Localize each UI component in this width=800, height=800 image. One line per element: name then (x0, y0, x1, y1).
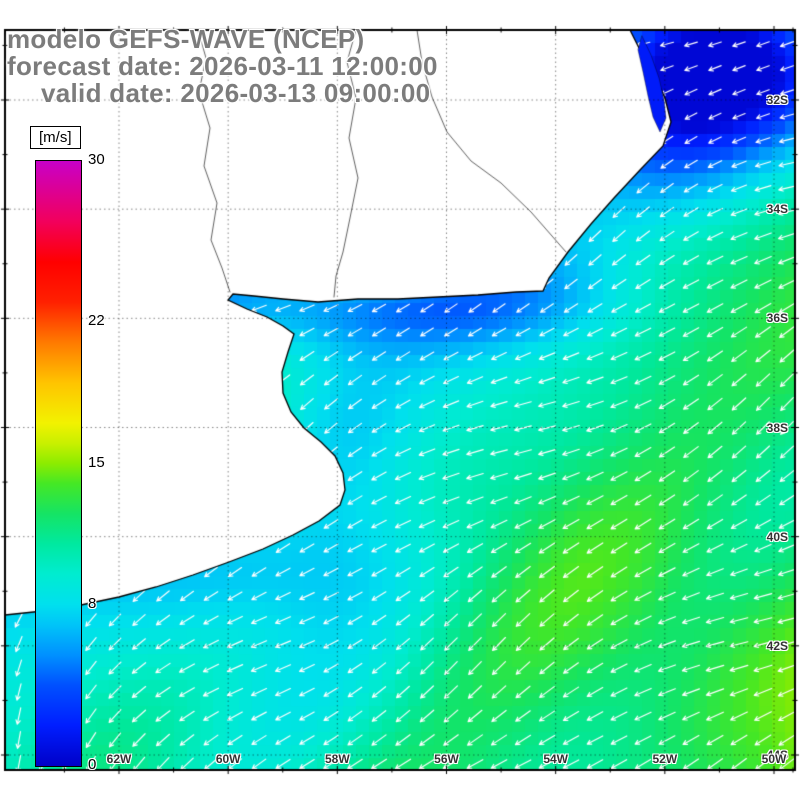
colorbar-tick-label: 8 (88, 594, 97, 612)
lat-label: 32S (766, 93, 788, 107)
lon-label: 56W (434, 752, 459, 766)
lon-label: 62W (106, 752, 132, 766)
lat-label: 34S (766, 202, 788, 217)
lon-label: 52W (652, 752, 678, 766)
colorbar-unit-label: [m/s] (30, 126, 81, 149)
colorbar-tick-label: 0 (88, 756, 97, 773)
lon-label: 58W (324, 752, 350, 766)
lat-label: 40S (766, 529, 788, 544)
lon-label: 60W (215, 752, 241, 766)
colorbar-tick-label: 30 (88, 151, 105, 168)
colorbar-tick-label: 15 (88, 453, 105, 471)
lat-label: 36S (766, 311, 788, 326)
lon-label: 54W (543, 752, 568, 766)
colorbar-tick-label: 22 (88, 312, 105, 330)
forecast-date-label: forecast date: 2026-03-11 12:00:00 (7, 51, 438, 81)
model-title: modelo GEFS-WAVE (NCEP) (7, 24, 365, 54)
valid-date-label: valid date: 2026-03-13 09:00:00 (41, 78, 431, 108)
lon-label: 50W (761, 752, 787, 766)
lat-label: 44S (766, 748, 788, 762)
lat-label: 38S (766, 420, 788, 435)
colorbar-gradient (35, 160, 82, 767)
lat-label: 42S (766, 638, 788, 653)
title-block: modelo GEFS-WAVE (NCEP) forecast date: 2… (7, 26, 438, 107)
